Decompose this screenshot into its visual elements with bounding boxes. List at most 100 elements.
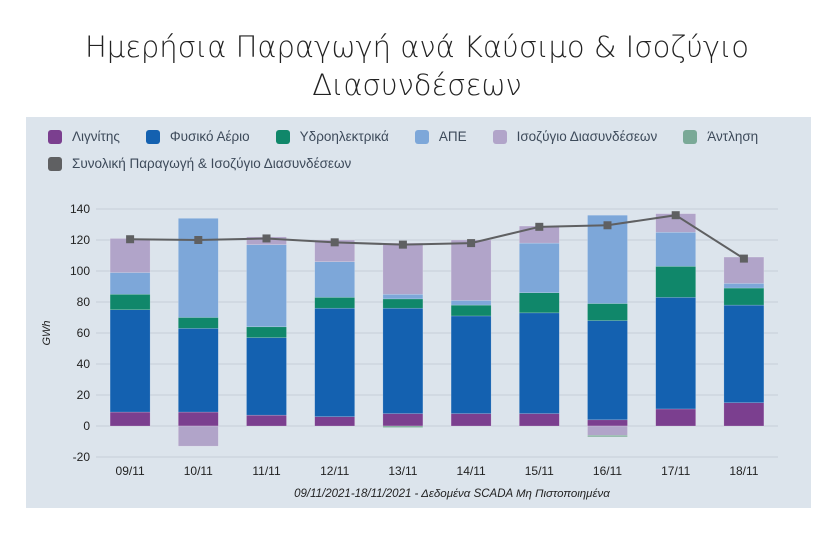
y-tick-label: 140	[70, 202, 90, 216]
x-tick-label: 12/11	[320, 464, 349, 478]
y-tick-label: 40	[77, 357, 91, 371]
bar-segment	[587, 320, 628, 421]
x-tick-label: 13/11	[388, 464, 417, 478]
bar-segment	[450, 304, 492, 317]
bar-segment	[655, 408, 696, 427]
bar-segment	[246, 337, 287, 416]
legend-row: Συνολική Παραγωγή & Ισοζύγιο Διασυνδέσεω…	[48, 150, 798, 177]
legend-swatch	[48, 129, 62, 144]
bar-segment	[382, 413, 424, 427]
bar-segment	[382, 307, 424, 414]
bar-segment	[450, 413, 492, 427]
legend-label: Φυσικό Αέριο	[169, 129, 250, 144]
bar-segment	[314, 261, 355, 298]
legend-label: Λιγνίτης	[72, 129, 120, 144]
bar-segment	[178, 317, 219, 329]
legend-label: Άντληση	[707, 129, 759, 144]
legend-item[interactable]: Φυσικό Αέριο	[145, 129, 250, 144]
total-line-point	[535, 222, 544, 231]
legend-swatch	[492, 129, 507, 144]
legend-row: Λιγνίτης Φυσικό Αέριο Υδροηλεκτρικά ΑΠΕ Ισοζ…	[48, 123, 798, 150]
chart-legend: Λιγνίτης Φυσικό Αέριο Υδροηλεκτρικά ΑΠΕ Ισοζ…	[48, 123, 798, 177]
bar-segment	[450, 300, 492, 306]
legend-label: ΑΠΕ	[438, 129, 467, 144]
x-tick-label: 18/11	[729, 464, 758, 478]
bar-segment	[519, 312, 560, 414]
legend-item[interactable]: Άντληση	[683, 129, 758, 144]
total-line-point	[330, 238, 339, 247]
bar-segment	[246, 326, 287, 338]
total-line	[130, 214, 745, 260]
bar-segment	[246, 244, 287, 328]
legend-item[interactable]: Συνολική Παραγωγή & Ισοζύγιο Διασυνδέσεω…	[48, 156, 351, 171]
bar-segment	[450, 239, 492, 301]
chart-plot: -20 0 20 40 60 80 100 120 140 GWh 09/11 10/11 11/11 1…	[41, 202, 778, 500]
bar-segment	[450, 315, 492, 414]
bar-segment	[723, 287, 765, 306]
bar-segment	[519, 292, 560, 314]
y-axis-title: GWh	[41, 320, 53, 345]
chart-title-line-1: Ημερήσια Παραγωγή ανά Καύσιμο & Ισοζύγιο	[84, 30, 750, 64]
bar-segment	[178, 218, 219, 318]
bar-segment	[519, 413, 560, 427]
bar-segment	[723, 402, 765, 427]
y-tick-label: 20	[77, 388, 91, 402]
bar-segment	[723, 256, 765, 284]
bar-segment	[109, 294, 151, 310]
bar-segment	[109, 411, 151, 427]
bar-segment	[178, 328, 219, 413]
chart-title: Ημερήσια Παραγωγή ανά Καύσιμο & Ισοζύγιο…	[0, 28, 834, 104]
bar-segment	[109, 272, 151, 295]
total-line-point	[398, 240, 407, 249]
x-tick-label: 16/11	[593, 464, 622, 478]
bar-segment	[382, 425, 424, 428]
y-tick-label: 0	[83, 419, 90, 433]
legend-swatch	[683, 129, 698, 144]
chart-panel: -20 0 20 40 60 80 100 120 140 GWh 09/11 10/11 11/11 1…	[26, 117, 811, 508]
bar-segment	[382, 242, 424, 295]
bar-segment	[723, 304, 765, 404]
total-line-point	[194, 236, 203, 244]
bar-segment	[178, 425, 219, 447]
x-tick-label: 10/11	[184, 464, 213, 478]
bar-segment	[655, 232, 696, 267]
legend-label: Υδροηλεκτρικά	[299, 129, 389, 144]
y-tick-label: 60	[77, 326, 91, 340]
x-tick-label: 15/11	[525, 464, 554, 478]
bar-segment	[655, 297, 696, 410]
x-tick-label: 14/11	[457, 464, 486, 478]
bar-segment	[382, 294, 424, 300]
bar-segment	[246, 414, 287, 427]
bar-segment	[178, 411, 219, 427]
total-line-point	[126, 235, 135, 244]
legend-label: Ισοζύγιο Διασυνδέσεων	[516, 129, 658, 144]
bar-segment	[519, 242, 560, 293]
bar-segment	[587, 214, 628, 304]
legend-swatch	[414, 129, 429, 144]
bar-segment	[382, 298, 424, 309]
x-tick-label: 09/11	[116, 464, 145, 478]
legend-label: Συνολική Παραγωγή & Ισοζύγιο Διασυνδέσεω…	[72, 156, 352, 171]
bar-segment	[655, 266, 696, 298]
bar-segment	[723, 283, 765, 289]
total-line-point	[739, 254, 748, 263]
bar-segment	[587, 419, 628, 427]
bar-segment	[314, 307, 355, 417]
legend-swatch	[48, 156, 62, 171]
legend-item[interactable]: Ισοζύγιο Διασυνδέσεων	[492, 129, 658, 144]
y-tick-label: 120	[70, 233, 90, 247]
legend-swatch	[275, 129, 290, 144]
legend-item[interactable]: Υδροηλεκτρικά	[275, 129, 389, 144]
bar-segment	[314, 416, 355, 427]
bar-segment	[587, 303, 628, 321]
bar-segment	[314, 297, 355, 309]
legend-item[interactable]: Λιγνίτης	[48, 129, 120, 144]
x-tick-label: 17/11	[661, 464, 690, 478]
legend-item[interactable]: ΑΠΕ	[414, 129, 467, 144]
bar-segment	[109, 309, 151, 413]
total-line-point	[603, 221, 612, 230]
total-line-point	[467, 239, 476, 248]
x-tick-label: 11/11	[252, 464, 281, 478]
y-tick-label: 100	[70, 264, 90, 278]
bar-segment	[109, 238, 151, 273]
